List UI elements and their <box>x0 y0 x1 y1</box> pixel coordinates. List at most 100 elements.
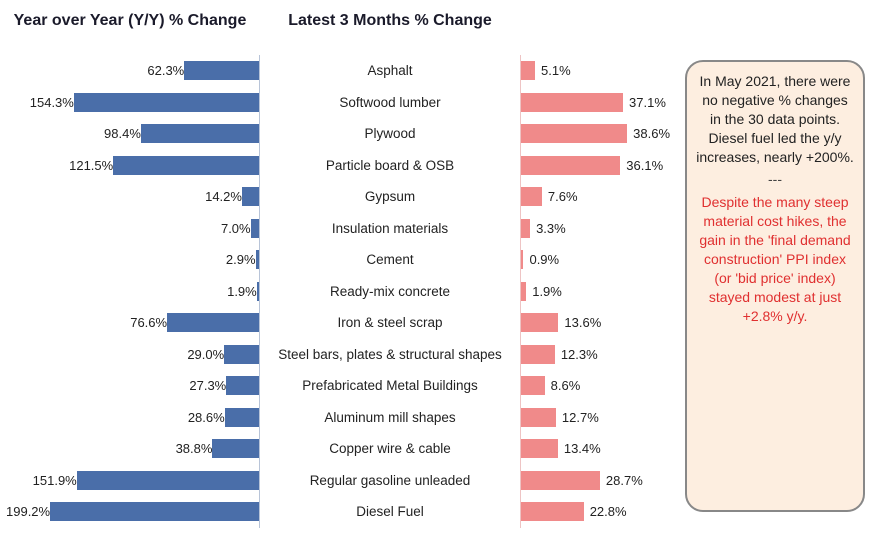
yoy-value: 76.6% <box>130 315 167 330</box>
category-label: Iron & steel scrap <box>260 307 520 339</box>
yoy-bar <box>141 124 259 143</box>
m3-bar <box>521 282 526 301</box>
yoy-value: 14.2% <box>205 189 242 204</box>
m3-value: 8.6% <box>551 378 581 393</box>
m3-bar <box>521 313 558 332</box>
yoy-row: 121.5% <box>0 150 260 182</box>
yoy-value: 199.2% <box>6 504 50 519</box>
m3-bar <box>521 376 545 395</box>
m3-bar <box>521 439 558 458</box>
yoy-row: 76.6% <box>0 307 260 339</box>
yoy-bar <box>224 345 259 364</box>
m3-value: 12.7% <box>562 410 599 425</box>
m3-value: 37.1% <box>629 95 666 110</box>
category-label: Ready-mix concrete <box>260 276 520 308</box>
yoy-row: 2.9% <box>0 244 260 276</box>
m3-row: 36.1% <box>520 150 680 182</box>
m3-row: 13.4% <box>520 433 680 465</box>
yoy-row: 62.3% <box>0 55 260 87</box>
m3-value: 28.7% <box>606 473 643 488</box>
m3-value: 22.8% <box>590 504 627 519</box>
m3-bar <box>521 502 584 521</box>
yoy-row: 28.6% <box>0 402 260 434</box>
yoy-value: 62.3% <box>147 63 184 78</box>
m3-row: 37.1% <box>520 87 680 119</box>
category-label: Regular gasoline unleaded <box>260 465 520 497</box>
annotation-p2: Despite the many steep material cost hik… <box>695 193 855 325</box>
m3-value: 5.1% <box>541 63 571 78</box>
m3-value: 1.9% <box>532 284 562 299</box>
yoy-bar <box>184 61 259 80</box>
category-label: Gypsum <box>260 181 520 213</box>
category-label: Prefabricated Metal Buildings <box>260 370 520 402</box>
m3-bar <box>521 93 623 112</box>
yoy-bar <box>251 219 259 238</box>
m3-row: 28.7% <box>520 465 680 497</box>
yoy-value: 121.5% <box>69 158 113 173</box>
category-label: Steel bars, plates & structural shapes <box>260 339 520 371</box>
yoy-value: 38.8% <box>176 441 213 456</box>
m3-title: Latest 3 Months % Change <box>260 10 520 55</box>
m3-value: 7.6% <box>548 189 578 204</box>
m3-row: 1.9% <box>520 276 680 308</box>
yoy-value: 151.9% <box>33 473 77 488</box>
m3-value: 36.1% <box>626 158 663 173</box>
m3-bar <box>521 471 600 490</box>
yoy-value: 29.0% <box>187 347 224 362</box>
yoy-value: 7.0% <box>221 221 251 236</box>
yoy-row: 27.3% <box>0 370 260 402</box>
yoy-row: 14.2% <box>0 181 260 213</box>
m3-value: 38.6% <box>633 126 670 141</box>
m3-row: 12.7% <box>520 402 680 434</box>
yoy-value: 27.3% <box>189 378 226 393</box>
yoy-bar <box>242 187 259 206</box>
yoy-bar <box>212 439 259 458</box>
m3-row: 12.3% <box>520 339 680 371</box>
yoy-value: 1.9% <box>227 284 257 299</box>
category-label: Asphalt <box>260 55 520 87</box>
m3-row: 3.3% <box>520 213 680 245</box>
yoy-value: 28.6% <box>188 410 225 425</box>
yoy-bar <box>113 156 259 175</box>
yoy-row: 1.9% <box>0 276 260 308</box>
m3-value: 12.3% <box>561 347 598 362</box>
m3-bar <box>521 219 530 238</box>
yoy-row: 7.0% <box>0 213 260 245</box>
category-labels: Latest 3 Months % Change AsphaltSoftwood… <box>260 0 520 542</box>
yoy-bar <box>225 408 259 427</box>
yoy-bar <box>256 250 259 269</box>
yoy-bar <box>257 282 259 301</box>
yoy-row: 29.0% <box>0 339 260 371</box>
m3-row: 5.1% <box>520 55 680 87</box>
m3-value: 13.4% <box>564 441 601 456</box>
chart-container: Year over Year (Y/Y) % Change 62.3% 154.3… <box>0 0 870 542</box>
m3-row: 7.6% <box>520 181 680 213</box>
m3-bar <box>521 61 535 80</box>
m3-value: 3.3% <box>536 221 566 236</box>
category-label: Diesel Fuel <box>260 496 520 528</box>
yoy-row: 199.2% <box>0 496 260 528</box>
m3-row: 22.8% <box>520 496 680 528</box>
m3-bar <box>521 250 523 269</box>
yoy-value: 154.3% <box>30 95 74 110</box>
category-label: Copper wire & cable <box>260 433 520 465</box>
annotation-box: In May 2021, there were no negative % ch… <box>685 60 865 512</box>
m3-bar <box>521 345 555 364</box>
category-label: Plywood <box>260 118 520 150</box>
m3-chart: 5.1% 37.1% 38.6% 36.1% 7.6% 3.3% 0.9% 1.9% 13.6%… <box>520 0 680 542</box>
yoy-bar <box>50 502 259 521</box>
annotation-sep: --- <box>695 170 855 189</box>
yoy-row: 151.9% <box>0 465 260 497</box>
spacer-title <box>520 10 680 55</box>
category-label: Aluminum mill shapes <box>260 402 520 434</box>
yoy-bar <box>226 376 259 395</box>
m3-bar <box>521 124 627 143</box>
yoy-title: Year over Year (Y/Y) % Change <box>0 10 260 55</box>
yoy-value: 98.4% <box>104 126 141 141</box>
category-label: Particle board & OSB <box>260 150 520 182</box>
m3-value: 13.6% <box>564 315 601 330</box>
m3-value: 0.9% <box>529 252 559 267</box>
m3-row: 0.9% <box>520 244 680 276</box>
m3-row: 13.6% <box>520 307 680 339</box>
annotation-p1: In May 2021, there were no negative % ch… <box>695 72 855 166</box>
